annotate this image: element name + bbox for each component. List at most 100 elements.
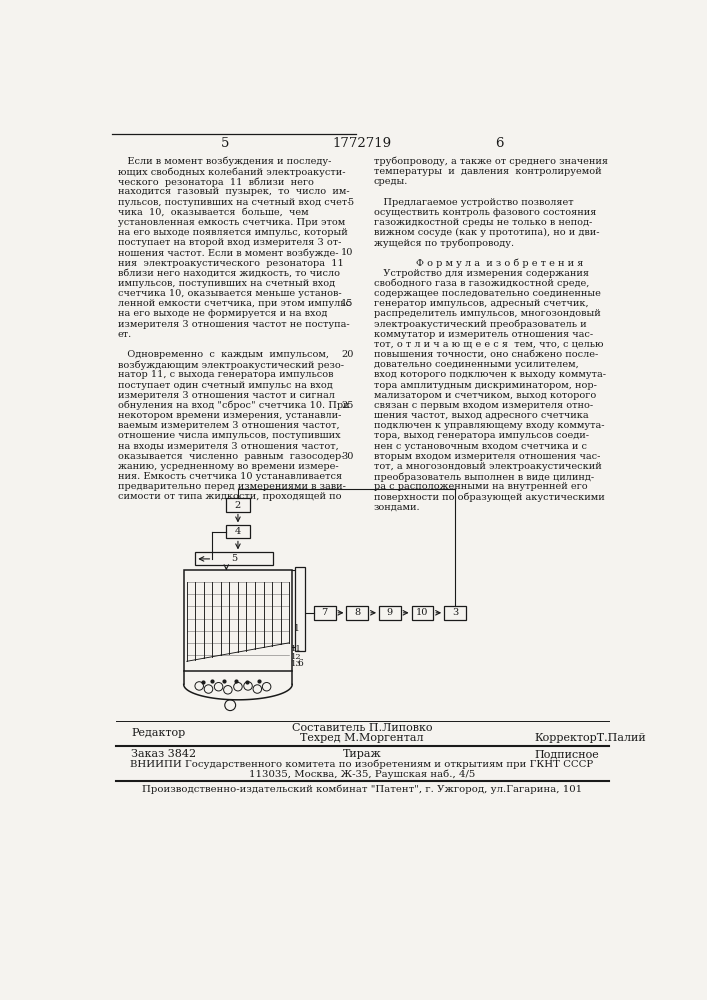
- Text: 1772719: 1772719: [332, 137, 392, 150]
- Text: Производственно-издательский комбинат "Патент", г. Ужгород, ул.Гагарина, 101: Производственно-издательский комбинат "П…: [142, 785, 582, 794]
- Text: газожидкостной среды не только в непод-: газожидкостной среды не только в непод-: [373, 218, 592, 227]
- Text: 5: 5: [231, 554, 237, 563]
- Text: ющих свободных колебаний электроакусти-: ющих свободных колебаний электроакусти-: [118, 167, 345, 177]
- Text: измерителя 3 отношения частот не поступа-: измерителя 3 отношения частот не поступа…: [118, 320, 349, 329]
- Text: тот, а многозондовый электроакустический: тот, а многозондовый электроакустический: [373, 462, 602, 471]
- Text: 12: 12: [291, 653, 301, 661]
- Text: содержащее последовательно соединенные: содержащее последовательно соединенные: [373, 289, 600, 298]
- Bar: [184, 570, 292, 671]
- Text: 13: 13: [291, 660, 301, 668]
- Bar: [296, 567, 305, 651]
- Text: Составитель П.Липовко: Составитель П.Липовко: [292, 723, 432, 733]
- Text: генератор импульсов, адресный счетчик,: генератор импульсов, адресный счетчик,: [373, 299, 588, 308]
- Text: импульсов, поступивших на счетный вход: импульсов, поступивших на счетный вход: [118, 279, 335, 288]
- Text: среды.: среды.: [373, 177, 408, 186]
- Text: на его выходе появляется импульс, который: на его выходе появляется импульс, которы…: [118, 228, 348, 237]
- Text: чика  10,  оказывается  больше,  чем: чика 10, оказывается больше, чем: [118, 208, 308, 217]
- Bar: [226, 525, 250, 538]
- Text: ВНИИПИ Государственного комитета по изобретениям и открытиям при ГКНТ СССР: ВНИИПИ Государственного комитета по изоб…: [130, 760, 593, 769]
- Text: Заказ 3842: Заказ 3842: [131, 749, 196, 759]
- Text: 11: 11: [291, 645, 301, 653]
- Bar: [346, 606, 368, 620]
- Text: поверхности по образующей акустическими: поверхности по образующей акустическими: [373, 492, 604, 502]
- Text: зондами.: зондами.: [373, 503, 420, 512]
- Text: вижном сосуде (как у прототипа), но и дви-: вижном сосуде (как у прототипа), но и дв…: [373, 228, 599, 237]
- Text: 1: 1: [293, 624, 300, 633]
- Text: натор 11, с выхода генератора импульсов: натор 11, с выхода генератора импульсов: [118, 370, 333, 379]
- Text: вблизи него находится жидкость, то число: вблизи него находится жидкость, то число: [118, 269, 340, 278]
- Text: 5: 5: [347, 198, 354, 207]
- Text: 6: 6: [495, 137, 503, 150]
- Text: жущейся по трубопроводу.: жущейся по трубопроводу.: [373, 238, 514, 248]
- Text: мализатором и счетчиком, выход которого: мализатором и счетчиком, выход которого: [373, 391, 596, 400]
- Text: 30: 30: [341, 452, 354, 461]
- Bar: [444, 606, 466, 620]
- Text: распределитель импульсов, многозондовый: распределитель импульсов, многозондовый: [373, 309, 600, 318]
- Text: шения частот, выход адресного счетчика: шения частот, выход адресного счетчика: [373, 411, 588, 420]
- Text: 15: 15: [341, 299, 354, 308]
- Text: пульсов, поступивших на счетный вход счет-: пульсов, поступивших на счетный вход сче…: [118, 198, 351, 207]
- Text: на входы измерителя 3 отношения частот,: на входы измерителя 3 отношения частот,: [118, 442, 339, 451]
- Text: ния. Емкость счетчика 10 устанавливается: ния. Емкость счетчика 10 устанавливается: [118, 472, 342, 481]
- Text: ваемым измерителем 3 отношения частот,: ваемым измерителем 3 отношения частот,: [118, 421, 339, 430]
- Text: 113035, Москва, Ж-35, Раушская наб., 4/5: 113035, Москва, Ж-35, Раушская наб., 4/5: [249, 770, 475, 779]
- Text: на его выходе не формируется и на вход: на его выходе не формируется и на вход: [118, 309, 327, 318]
- Bar: [411, 606, 433, 620]
- Text: довательно соединенными усилителем,: довательно соединенными усилителем,: [373, 360, 578, 369]
- Text: 2: 2: [235, 500, 241, 510]
- Text: оказывается  численно  равным  газосодер-: оказывается численно равным газосодер-: [118, 452, 344, 461]
- Text: 4: 4: [235, 527, 241, 536]
- Text: тора, выход генератора импульсов соеди-: тора, выход генератора импульсов соеди-: [373, 431, 588, 440]
- Text: тора амплитудным дискриминатором, нор-: тора амплитудным дискриминатором, нор-: [373, 381, 597, 390]
- Text: осуществить контроль фазового состояния: осуществить контроль фазового состояния: [373, 208, 596, 217]
- Text: поступает на второй вход измерителя 3 от-: поступает на второй вход измерителя 3 от…: [118, 238, 341, 247]
- Text: поступает один счетный импульс на вход: поступает один счетный импульс на вход: [118, 381, 332, 390]
- Text: температуры  и  давления  контролируемой: температуры и давления контролируемой: [373, 167, 601, 176]
- Text: измерителя 3 отношения частот и сигнал: измерителя 3 отношения частот и сигнал: [118, 391, 334, 400]
- Text: установленная емкость счетчика. При этом: установленная емкость счетчика. При этом: [118, 218, 345, 227]
- Text: некотором времени измерения, устанавли-: некотором времени измерения, устанавли-: [118, 411, 341, 420]
- Text: трубопроводу, а также от среднего значения: трубопроводу, а также от среднего значен…: [373, 157, 607, 166]
- Text: ношения частот. Если в момент возбужде-: ношения частот. Если в момент возбужде-: [118, 248, 339, 258]
- Text: находится  газовый  пузырек,  то  число  им-: находится газовый пузырек, то число им-: [118, 187, 349, 196]
- Text: 7: 7: [322, 608, 328, 617]
- Text: свободного газа в газожидкостной среде,: свободного газа в газожидкостной среде,: [373, 279, 589, 288]
- Text: преобразователь выполнен в виде цилинд-: преобразователь выполнен в виде цилинд-: [373, 472, 594, 482]
- Text: ческого  резонатора  11  вблизи  него: ческого резонатора 11 вблизи него: [118, 177, 314, 187]
- Text: жанию, усредненному во времени измере-: жанию, усредненному во времени измере-: [118, 462, 339, 471]
- Text: счетчика 10, оказывается меньше установ-: счетчика 10, оказывается меньше установ-: [118, 289, 341, 298]
- Text: 20: 20: [341, 350, 354, 359]
- Text: электроакустический преобразователь и: электроакустический преобразователь и: [373, 320, 586, 329]
- Text: 9: 9: [387, 608, 393, 617]
- Text: возбуждающим электроакустический резо-: возбуждающим электроакустический резо-: [118, 360, 344, 370]
- Text: Редактор: Редактор: [131, 728, 185, 738]
- Bar: [314, 606, 336, 620]
- Bar: [379, 606, 401, 620]
- Bar: [226, 498, 250, 512]
- Text: Ф о р м у л а  и з о б р е т е н и я: Ф о р м у л а и з о б р е т е н и я: [416, 259, 583, 268]
- Text: Тираж: Тираж: [343, 749, 381, 759]
- Text: 8: 8: [354, 608, 361, 617]
- Text: Если в момент возбуждения и последу-: Если в момент возбуждения и последу-: [118, 157, 331, 166]
- Text: 5: 5: [221, 137, 229, 150]
- Text: ра с расположенными на внутренней его: ра с расположенными на внутренней его: [373, 482, 588, 491]
- Text: связан с первым входом измерителя отно-: связан с первым входом измерителя отно-: [373, 401, 592, 410]
- Text: коммутатор и измеритель отношения час-: коммутатор и измеритель отношения час-: [373, 330, 592, 339]
- Text: Устройство для измерения содержания: Устройство для измерения содержания: [373, 269, 588, 278]
- Text: вход которого подключен к выходу коммута-: вход которого подключен к выходу коммута…: [373, 370, 606, 379]
- Text: 10: 10: [341, 248, 354, 257]
- Text: повышения точности, оно снабжено после-: повышения точности, оно снабжено после-: [373, 350, 598, 359]
- Text: тот, о т л и ч а ю щ е е с я  тем, что, с целью: тот, о т л и ч а ю щ е е с я тем, что, с…: [373, 340, 603, 349]
- Text: Одновременно  с  каждым  импульсом,: Одновременно с каждым импульсом,: [118, 350, 329, 359]
- Text: предварительно перед измерениями в зави-: предварительно перед измерениями в зави-: [118, 482, 346, 491]
- Text: Техред М.Моргентал: Техред М.Моргентал: [300, 733, 423, 743]
- Text: 25: 25: [341, 401, 354, 410]
- Text: КорректорТ.Палий: КорректорТ.Палий: [534, 733, 645, 743]
- Text: подключен к управляющему входу коммута-: подключен к управляющему входу коммута-: [373, 421, 604, 430]
- Text: вторым входом измерителя отношения час-: вторым входом измерителя отношения час-: [373, 452, 600, 461]
- Text: 10: 10: [416, 608, 428, 617]
- Text: отношение числа импульсов, поступивших: отношение числа импульсов, поступивших: [118, 431, 341, 440]
- Text: нен с установочным входом счетчика и с: нен с установочным входом счетчика и с: [373, 442, 587, 451]
- Text: Предлагаемое устройство позволяет: Предлагаемое устройство позволяет: [373, 198, 573, 207]
- Text: Подписное: Подписное: [534, 749, 599, 759]
